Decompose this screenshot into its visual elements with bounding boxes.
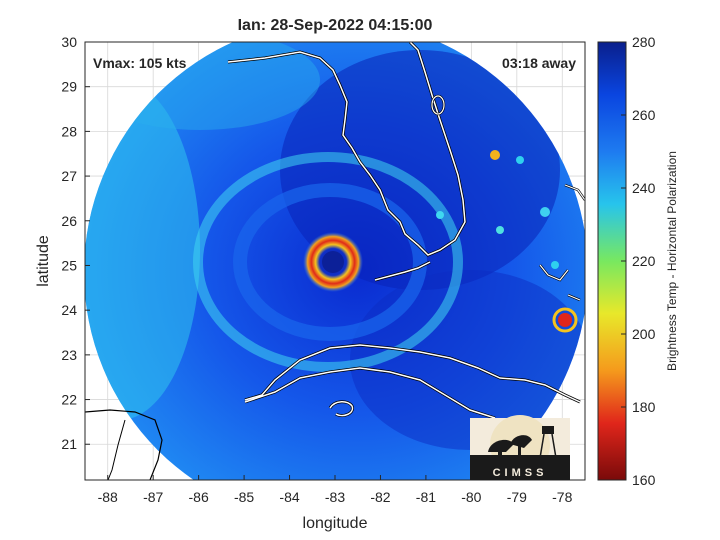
vmax-label: Vmax: 105 kts bbox=[93, 55, 187, 71]
cimss-logo: CIMSS bbox=[470, 415, 570, 480]
y-tick-label: 27 bbox=[61, 168, 77, 184]
x-axis-label: longitude bbox=[303, 515, 368, 532]
y-axis-label: latitude bbox=[35, 235, 52, 287]
y-tick-label: 26 bbox=[61, 213, 77, 229]
colorbar-tick-label: 260 bbox=[632, 107, 656, 123]
x-tick-label: -85 bbox=[234, 489, 254, 505]
x-tick-label: -84 bbox=[279, 489, 299, 505]
colorbar-tick-label: 240 bbox=[632, 180, 656, 196]
x-tick-label: -87 bbox=[143, 489, 163, 505]
x-tick-label: -86 bbox=[189, 489, 209, 505]
x-tick-label: -78 bbox=[552, 489, 572, 505]
y-tick-label: 25 bbox=[61, 257, 77, 273]
y-tick-label: 23 bbox=[61, 347, 77, 363]
colorbar-ticks: 280 260 240 220 200 180 160 bbox=[621, 34, 656, 488]
y-tick-label: 22 bbox=[61, 392, 77, 408]
y-tick-label: 24 bbox=[61, 302, 77, 318]
colorbar: 280 260 240 220 200 180 160 Brightness Temp - … bbox=[597, 34, 679, 488]
colorbar-label: Brightness Temp - Horizontal Polarizatio… bbox=[665, 151, 679, 371]
water-tower-icon bbox=[542, 426, 554, 434]
x-tick-label: -81 bbox=[416, 489, 436, 505]
y-tick-label: 29 bbox=[61, 79, 77, 95]
time-away-label: 03:18 away bbox=[502, 55, 576, 71]
microwave-swath bbox=[85, 42, 585, 480]
colorbar-tick-label: 180 bbox=[632, 399, 656, 415]
x-tick-label: -88 bbox=[98, 489, 118, 505]
figure-title: Ian: 28-Sep-2022 04:15:00 bbox=[238, 17, 433, 34]
logo-text: CIMSS bbox=[493, 467, 548, 479]
x-tick-label: -82 bbox=[370, 489, 390, 505]
colorbar-tick-label: 280 bbox=[632, 34, 656, 50]
y-axis-ticks: 30 29 28 27 26 25 24 23 22 21 bbox=[61, 34, 90, 452]
y-tick-label: 28 bbox=[61, 123, 77, 139]
y-tick-label: 21 bbox=[61, 436, 77, 452]
x-tick-label: -79 bbox=[507, 489, 527, 505]
coastlines bbox=[85, 42, 585, 480]
colorbar-tick-label: 200 bbox=[632, 326, 656, 342]
colorbar-tick-label: 160 bbox=[632, 472, 656, 488]
x-tick-label: -80 bbox=[461, 489, 481, 505]
y-tick-label: 30 bbox=[61, 34, 77, 50]
x-tick-label: -83 bbox=[325, 489, 345, 505]
x-axis-ticks: -88 -87 -86 -85 -84 -83 -82 -81 -80 -79 -78 bbox=[98, 475, 573, 505]
colorbar-tick-label: 220 bbox=[632, 253, 656, 269]
satellite-dish-icon bbox=[488, 439, 514, 452]
